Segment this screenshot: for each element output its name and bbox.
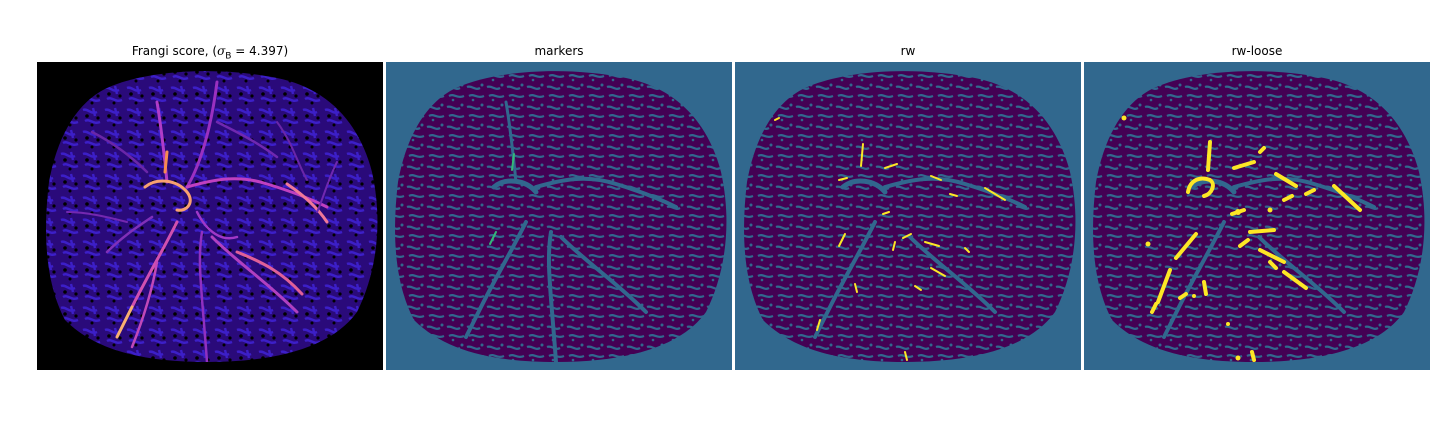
panel-title-rw-loose: rw-loose bbox=[1231, 44, 1283, 58]
rw-image bbox=[735, 62, 1081, 370]
panel-title-rw: rw bbox=[900, 44, 916, 58]
panel-rw-loose: rw-loose bbox=[1084, 0, 1430, 432]
panel-rw: rw bbox=[735, 0, 1081, 432]
markers-image bbox=[386, 62, 732, 370]
rw-loose-channels bbox=[1162, 176, 1376, 339]
panel-title-markers: markers bbox=[534, 44, 584, 58]
rw-loose-vessel-segments bbox=[1150, 140, 1362, 362]
frangi-image bbox=[37, 62, 383, 370]
rw-vessel-segments bbox=[774, 117, 1006, 361]
markers-labels bbox=[489, 153, 515, 245]
rw-channels bbox=[813, 176, 1027, 339]
frangi-vessels bbox=[66, 80, 338, 363]
panel-frangi: Frangi score, (σB = 4.397) bbox=[37, 0, 383, 432]
rw-loose-image bbox=[1084, 62, 1430, 370]
panel-markers: markers bbox=[386, 0, 732, 432]
markers-channels bbox=[464, 100, 678, 363]
panel-title-frangi: Frangi score, (σB = 4.397) bbox=[131, 44, 289, 62]
rw-loose-vessel-blobs bbox=[1121, 115, 1273, 361]
